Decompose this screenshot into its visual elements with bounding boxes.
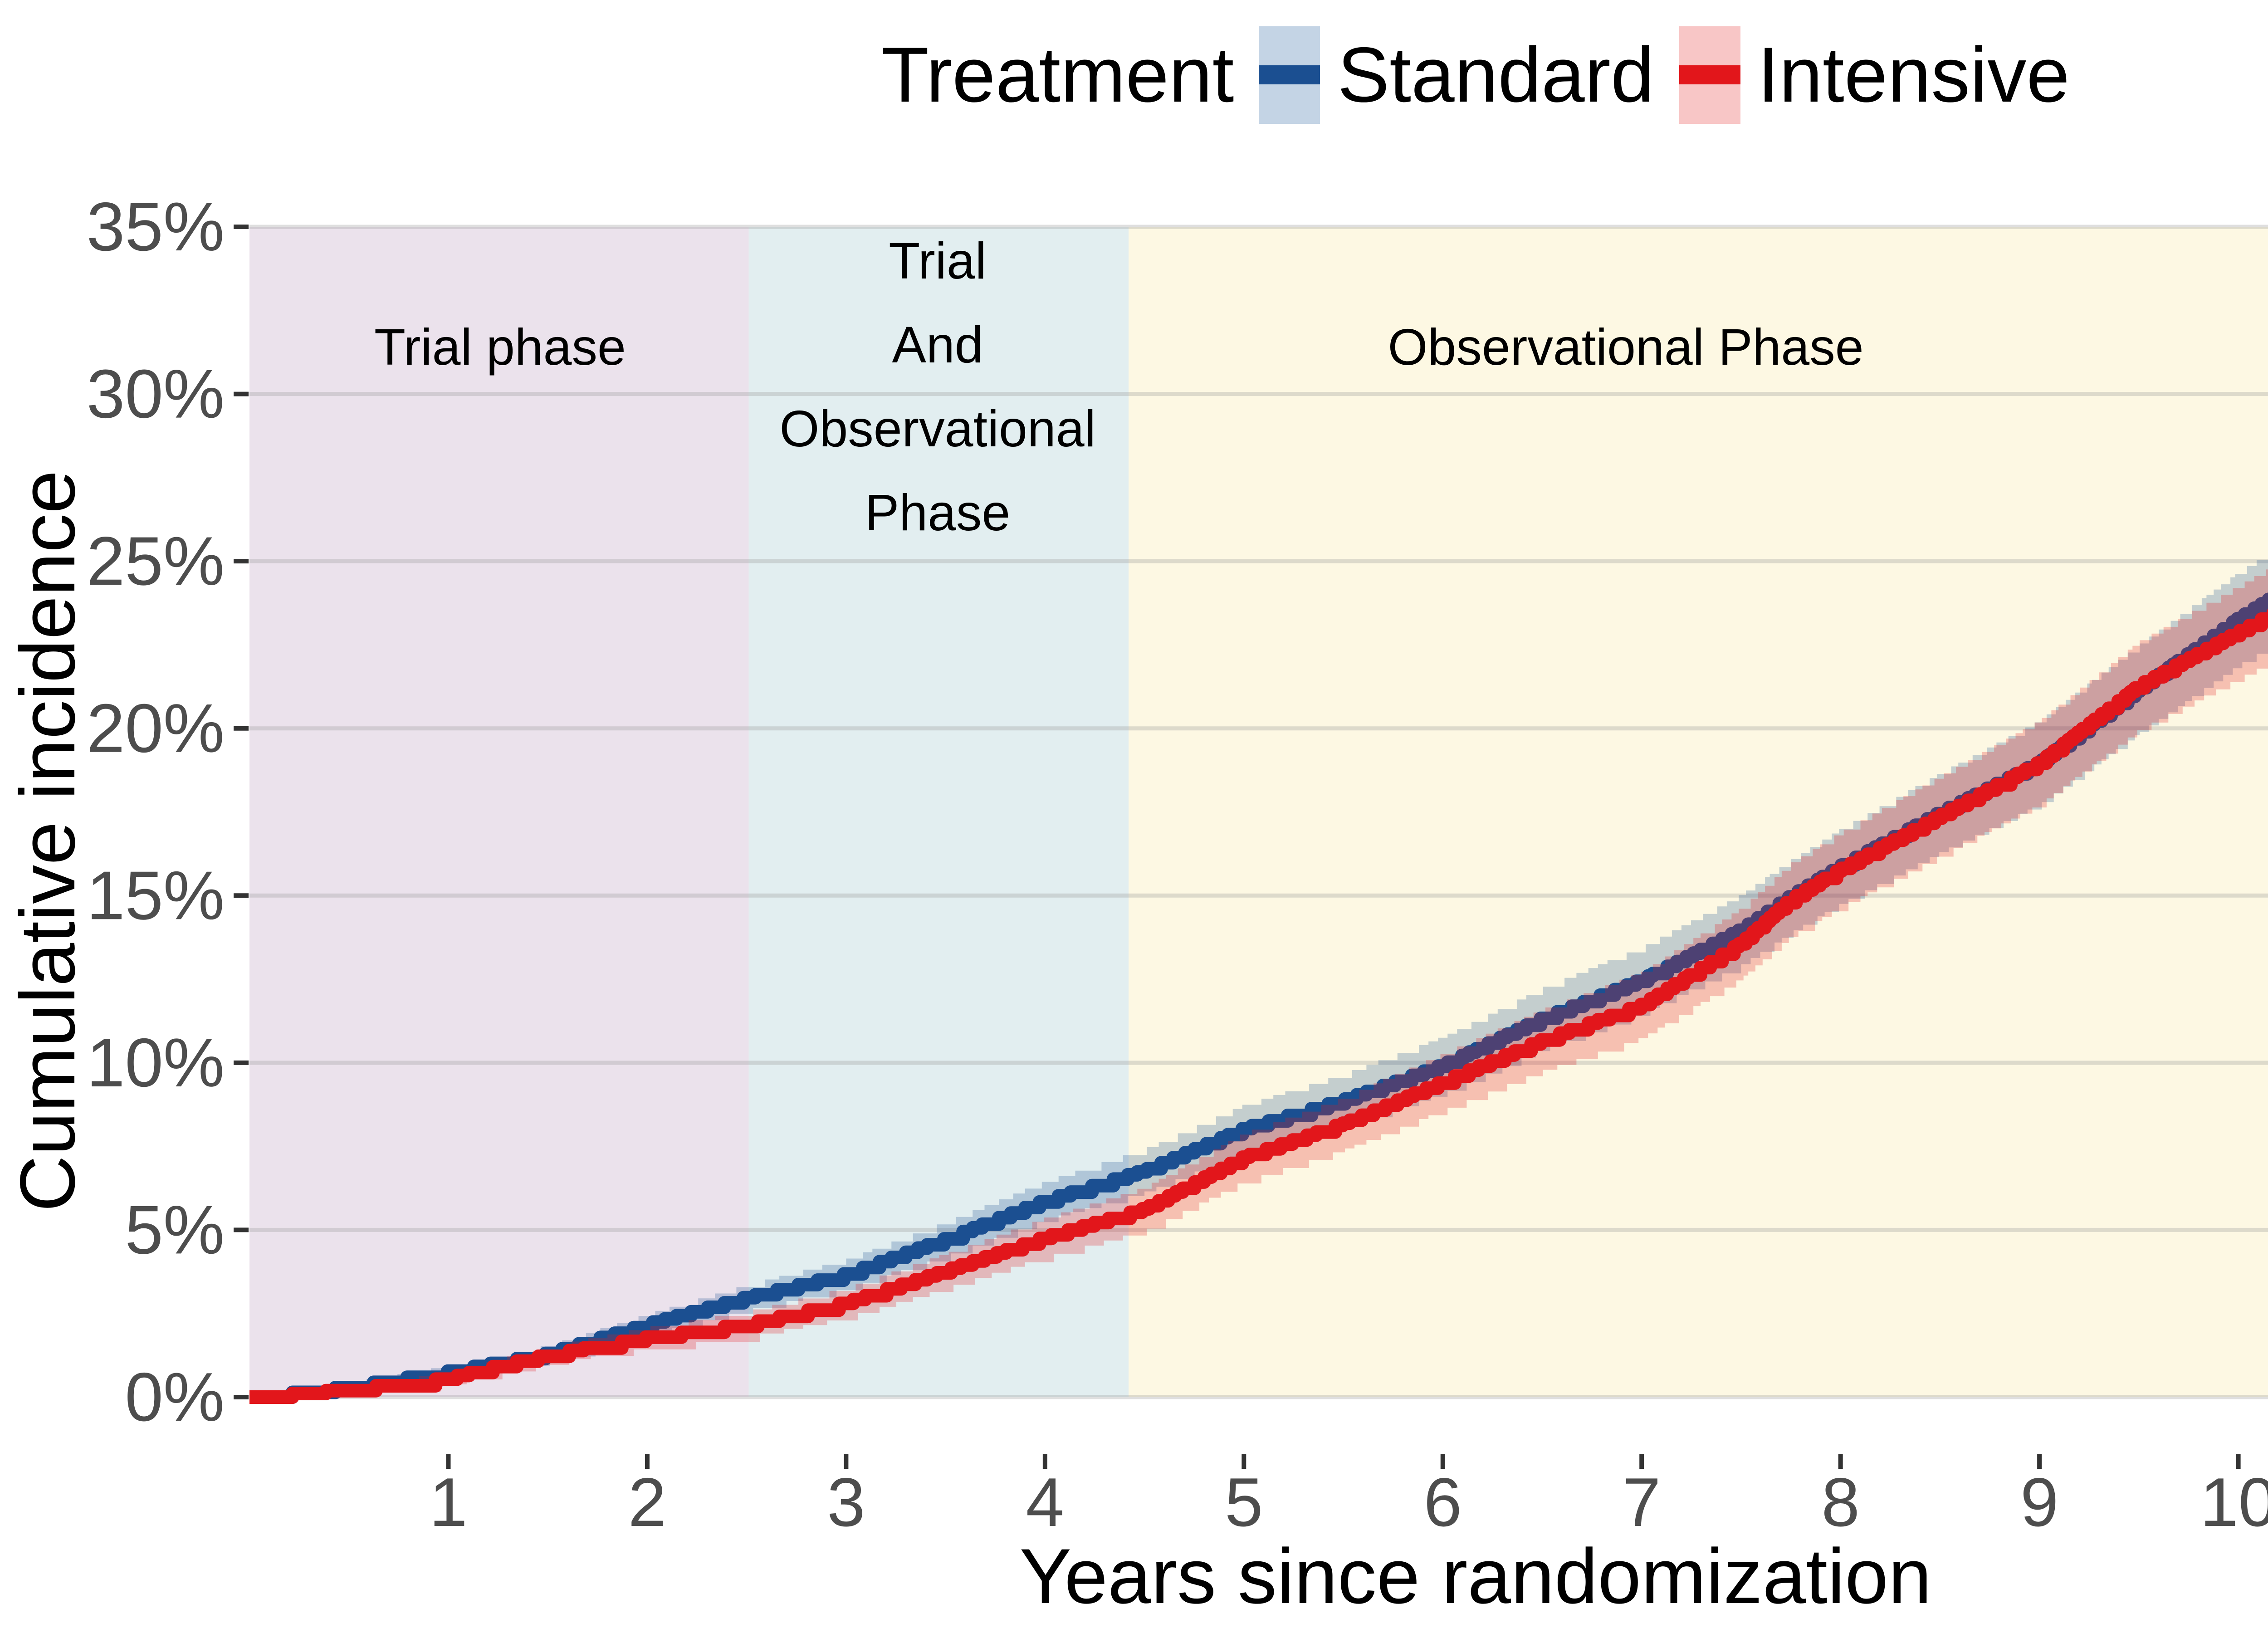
y-axis-title: Cumulative incidence	[4, 470, 91, 1212]
x-tick-label: 9	[2020, 1464, 2059, 1541]
x-tick-label: 2	[628, 1464, 667, 1541]
y-tick-label: 30%	[87, 356, 225, 433]
y-tick-label: 5%	[125, 1191, 225, 1268]
y-tick-label: 25%	[87, 523, 225, 600]
x-tick-label: 5	[1225, 1464, 1263, 1541]
x-tick-label: 1	[429, 1464, 468, 1541]
x-tick-label: 6	[1423, 1464, 1462, 1541]
x-tick-label: 4	[1026, 1464, 1065, 1541]
x-tick-label: 8	[1821, 1464, 1860, 1541]
standard-legend-line-icon	[1259, 65, 1320, 84]
y-tick-label: 20%	[87, 690, 225, 767]
legend-title: Treatment	[881, 31, 1234, 118]
phase-band-observational-phase	[1128, 227, 2268, 1397]
y-tick-label: 15%	[87, 857, 225, 934]
legend: Treatment Standard Intensive	[249, 11, 2268, 138]
phase-label-trial-and-observational: Observational	[779, 400, 1095, 457]
legend-item-standard: Standard	[1259, 26, 1654, 124]
intensive-curve	[249, 608, 2268, 1404]
intensive-legend-line-icon	[1679, 65, 1740, 84]
y-tick-label: 10%	[87, 1024, 225, 1101]
legend-item-intensive: Intensive	[1679, 26, 2070, 124]
intensive-legend-key-icon	[1679, 26, 1740, 124]
y-tick-label: 0%	[125, 1359, 225, 1436]
phase-label-observational-phase: Observational Phase	[1388, 318, 1864, 376]
phase-label-trial-and-observational: Trial	[889, 232, 987, 289]
phase-band-trial-phase	[249, 227, 749, 1397]
phase-label-trial-and-observational: Phase	[865, 484, 1010, 541]
y-tick-label: 35%	[87, 188, 225, 265]
standard-legend-key-icon	[1259, 26, 1320, 124]
phase-label-trial-phase: Trial phase	[374, 318, 626, 376]
phase-label-trial-and-observational: And	[892, 316, 983, 373]
legend-label-standard: Standard	[1337, 31, 1654, 118]
x-tick-label: 10	[2200, 1464, 2268, 1541]
x-axis-title: Years since randomization	[1019, 1533, 1932, 1620]
x-tick-label: 3	[827, 1464, 865, 1541]
legend-label-intensive: Intensive	[1757, 31, 2070, 118]
x-tick-label: 7	[1623, 1464, 1661, 1541]
